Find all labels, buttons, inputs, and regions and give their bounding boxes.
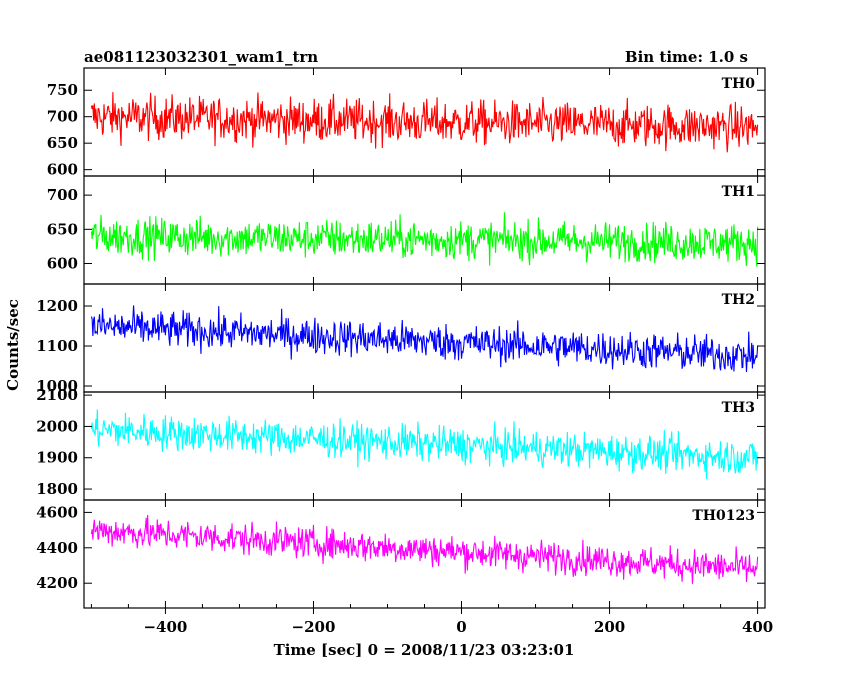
figure-title: ae081123032301_wam1_trn (84, 48, 318, 66)
panel-th0: 600 650 700 750 TH0 (47, 67, 766, 179)
y-tick-label: 1100 (36, 337, 78, 355)
panel-label-th1: TH1 (722, 184, 755, 200)
panel-frame (83, 175, 766, 285)
y-tick-label: 4200 (36, 574, 78, 592)
y-axis-label: Counts/sec (4, 299, 22, 391)
y-tick-label: 1000 (36, 377, 78, 395)
y-tick-label: 1800 (36, 480, 78, 498)
panels-group: 600 650 700 750 TH0 600 650 700 TH1 1000 1100 1200 T… (36, 67, 766, 609)
panel-label-th0: TH0 (722, 76, 756, 92)
panel-th0123: 4200 4400 4600 TH0123 (36, 499, 766, 609)
series-line-th3 (90, 409, 759, 480)
y-tick-label: 700 (47, 186, 78, 204)
panel-label-th2: TH2 (722, 292, 755, 308)
panel-label-th3: TH3 (722, 400, 755, 416)
y-tick-label: 1900 (36, 449, 78, 467)
x-tick-label: −200 (292, 618, 336, 636)
x-tick-label: −400 (143, 618, 187, 636)
panel-label-th0123: TH0123 (692, 508, 755, 524)
panel-th1: 600 650 700 TH1 (47, 175, 766, 285)
y-tick-label: 700 (47, 108, 78, 126)
y-tick-label: 600 (47, 254, 78, 272)
y-tick-label: 600 (47, 161, 78, 179)
series-line-th2 (90, 305, 759, 372)
y-tick-label: 2000 (36, 417, 78, 435)
series-line-th0 (90, 92, 759, 153)
y-tick-label: 1200 (36, 297, 78, 315)
bin-time-label: Bin time: 1.0 s (625, 48, 748, 66)
y-tick-label: 4400 (36, 539, 78, 557)
x-tick-label: 200 (594, 618, 625, 636)
panel-th3: 1800 1900 2000 2100 TH3 (36, 386, 766, 501)
y-tick-label: 750 (47, 81, 78, 99)
y-tick-label: 4600 (36, 503, 78, 521)
y-tick-label: 2100 (36, 386, 78, 404)
x-tick-label: 0 (456, 618, 466, 636)
series-line-th1 (90, 212, 759, 267)
panel-th2: 1000 1100 1200 TH2 (36, 283, 766, 395)
x-axis-label: Time [sec] 0 = 2008/11/23 03:23:01 (274, 641, 575, 659)
y-tick-label: 650 (47, 134, 78, 152)
x-tick-label: 400 (742, 618, 773, 636)
x-axis: −400 −200 0 200 400 (90, 604, 773, 636)
series-line-th0123 (90, 515, 759, 584)
panel-frame (83, 391, 766, 501)
y-tick-label: 650 (47, 220, 78, 238)
